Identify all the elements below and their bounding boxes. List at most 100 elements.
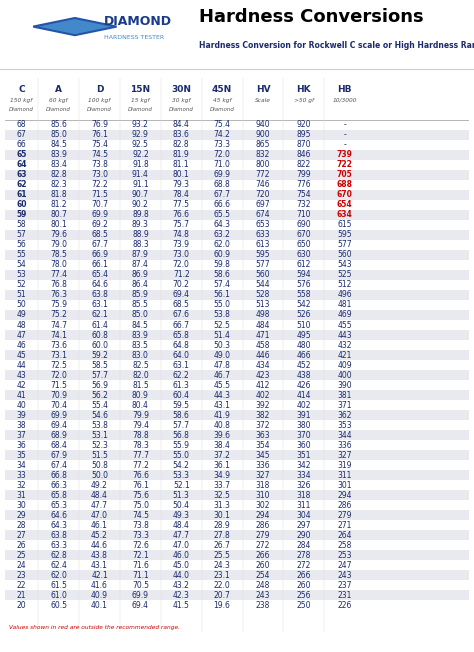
Text: 25.5: 25.5 (214, 551, 230, 559)
Text: 73.9: 73.9 (173, 241, 190, 250)
Text: C: C (18, 85, 25, 95)
Text: 64.3: 64.3 (50, 521, 67, 529)
Text: 60 kgf: 60 kgf (49, 98, 68, 103)
Text: 78.3: 78.3 (132, 441, 149, 450)
Text: 409: 409 (337, 361, 352, 370)
Text: 30: 30 (17, 501, 27, 510)
Text: 55.9: 55.9 (173, 441, 190, 450)
Text: 354: 354 (255, 441, 270, 450)
Text: 66.1: 66.1 (91, 260, 108, 269)
Text: 15 kgf: 15 kgf (131, 98, 150, 103)
Text: 58.5: 58.5 (91, 361, 108, 370)
FancyBboxPatch shape (5, 250, 469, 260)
Text: 670: 670 (337, 190, 353, 200)
Text: 512: 512 (337, 280, 352, 289)
Text: 754: 754 (297, 190, 311, 200)
Text: 64: 64 (16, 160, 27, 170)
Text: 58.6: 58.6 (214, 271, 230, 280)
Text: 697: 697 (255, 200, 270, 209)
Text: 78.5: 78.5 (50, 250, 67, 259)
Text: 43: 43 (17, 370, 27, 379)
Text: 44.6: 44.6 (91, 541, 108, 550)
Text: 52.3: 52.3 (91, 441, 108, 450)
Text: 231: 231 (337, 591, 352, 600)
Text: 31.3: 31.3 (214, 501, 230, 510)
FancyBboxPatch shape (202, 78, 243, 120)
Text: 65: 65 (16, 151, 27, 159)
Text: 900: 900 (255, 130, 270, 140)
Text: 20.7: 20.7 (214, 591, 230, 600)
Text: 47: 47 (17, 331, 27, 340)
Text: 72.0: 72.0 (50, 370, 67, 379)
Text: 776: 776 (297, 181, 311, 189)
FancyBboxPatch shape (5, 380, 469, 390)
Text: 88.3: 88.3 (132, 241, 149, 250)
Text: 71.5: 71.5 (50, 381, 67, 389)
Text: 311: 311 (297, 501, 311, 510)
Text: 59.2: 59.2 (91, 351, 108, 359)
Text: 381: 381 (337, 391, 352, 400)
Text: 560: 560 (255, 271, 270, 280)
Text: 57.7: 57.7 (91, 370, 108, 379)
Text: 69.4: 69.4 (132, 600, 149, 610)
Text: 50.4: 50.4 (173, 501, 190, 510)
Text: 423: 423 (256, 370, 270, 379)
FancyBboxPatch shape (243, 78, 283, 120)
FancyBboxPatch shape (5, 480, 469, 490)
Text: 402: 402 (297, 400, 311, 409)
Text: -: - (343, 140, 346, 149)
Text: 31: 31 (17, 491, 26, 499)
Text: 60: 60 (16, 200, 27, 209)
Text: 83.0: 83.0 (132, 351, 149, 359)
Text: 253: 253 (337, 551, 352, 559)
Text: 29: 29 (17, 511, 26, 520)
FancyBboxPatch shape (5, 350, 469, 360)
Text: 27: 27 (17, 531, 26, 540)
Text: 53: 53 (17, 271, 27, 280)
Text: 81.5: 81.5 (132, 381, 149, 389)
Text: 310: 310 (256, 491, 270, 499)
Text: 19.6: 19.6 (214, 600, 230, 610)
Text: 266: 266 (297, 570, 311, 580)
Text: 334: 334 (297, 471, 311, 480)
FancyBboxPatch shape (161, 78, 202, 120)
Text: 40.1: 40.1 (91, 600, 108, 610)
Text: 81.9: 81.9 (173, 151, 190, 159)
Text: 613: 613 (256, 241, 270, 250)
Text: D: D (96, 85, 103, 95)
Text: 66.3: 66.3 (50, 481, 67, 490)
Text: 100 kgf: 100 kgf (88, 98, 111, 103)
Text: 256: 256 (297, 591, 311, 600)
Text: 51.4: 51.4 (214, 331, 230, 340)
Text: 254: 254 (256, 570, 270, 580)
Text: 66.9: 66.9 (91, 250, 108, 259)
Text: 402: 402 (256, 391, 270, 400)
Text: 560: 560 (337, 250, 352, 259)
Text: 55.0: 55.0 (214, 301, 231, 310)
Text: 75.6: 75.6 (132, 491, 149, 499)
FancyBboxPatch shape (5, 310, 469, 320)
Text: 41.9: 41.9 (214, 411, 230, 420)
Text: 10/3000: 10/3000 (333, 98, 357, 103)
Text: 237: 237 (337, 581, 352, 590)
Text: 362: 362 (337, 411, 352, 420)
Text: 60.8: 60.8 (91, 331, 108, 340)
Text: 674: 674 (255, 211, 270, 219)
Text: 43.8: 43.8 (91, 551, 108, 559)
Text: 56: 56 (17, 241, 27, 250)
Text: 49.3: 49.3 (173, 511, 190, 520)
Text: 69.9: 69.9 (91, 211, 108, 219)
Text: 62.0: 62.0 (214, 241, 230, 250)
Text: 72.5: 72.5 (50, 361, 67, 370)
Text: 272: 272 (256, 541, 270, 550)
Text: 297: 297 (297, 521, 311, 529)
Text: 39.6: 39.6 (214, 430, 231, 439)
Text: HARDNESS TESTER: HARDNESS TESTER (104, 35, 164, 40)
Text: 60.5: 60.5 (50, 600, 67, 610)
Text: 26: 26 (17, 541, 26, 550)
Text: 920: 920 (297, 121, 311, 129)
Text: 84.4: 84.4 (173, 121, 190, 129)
Text: 76.1: 76.1 (91, 130, 108, 140)
Text: Scale: Scale (255, 98, 271, 103)
FancyBboxPatch shape (5, 200, 469, 210)
